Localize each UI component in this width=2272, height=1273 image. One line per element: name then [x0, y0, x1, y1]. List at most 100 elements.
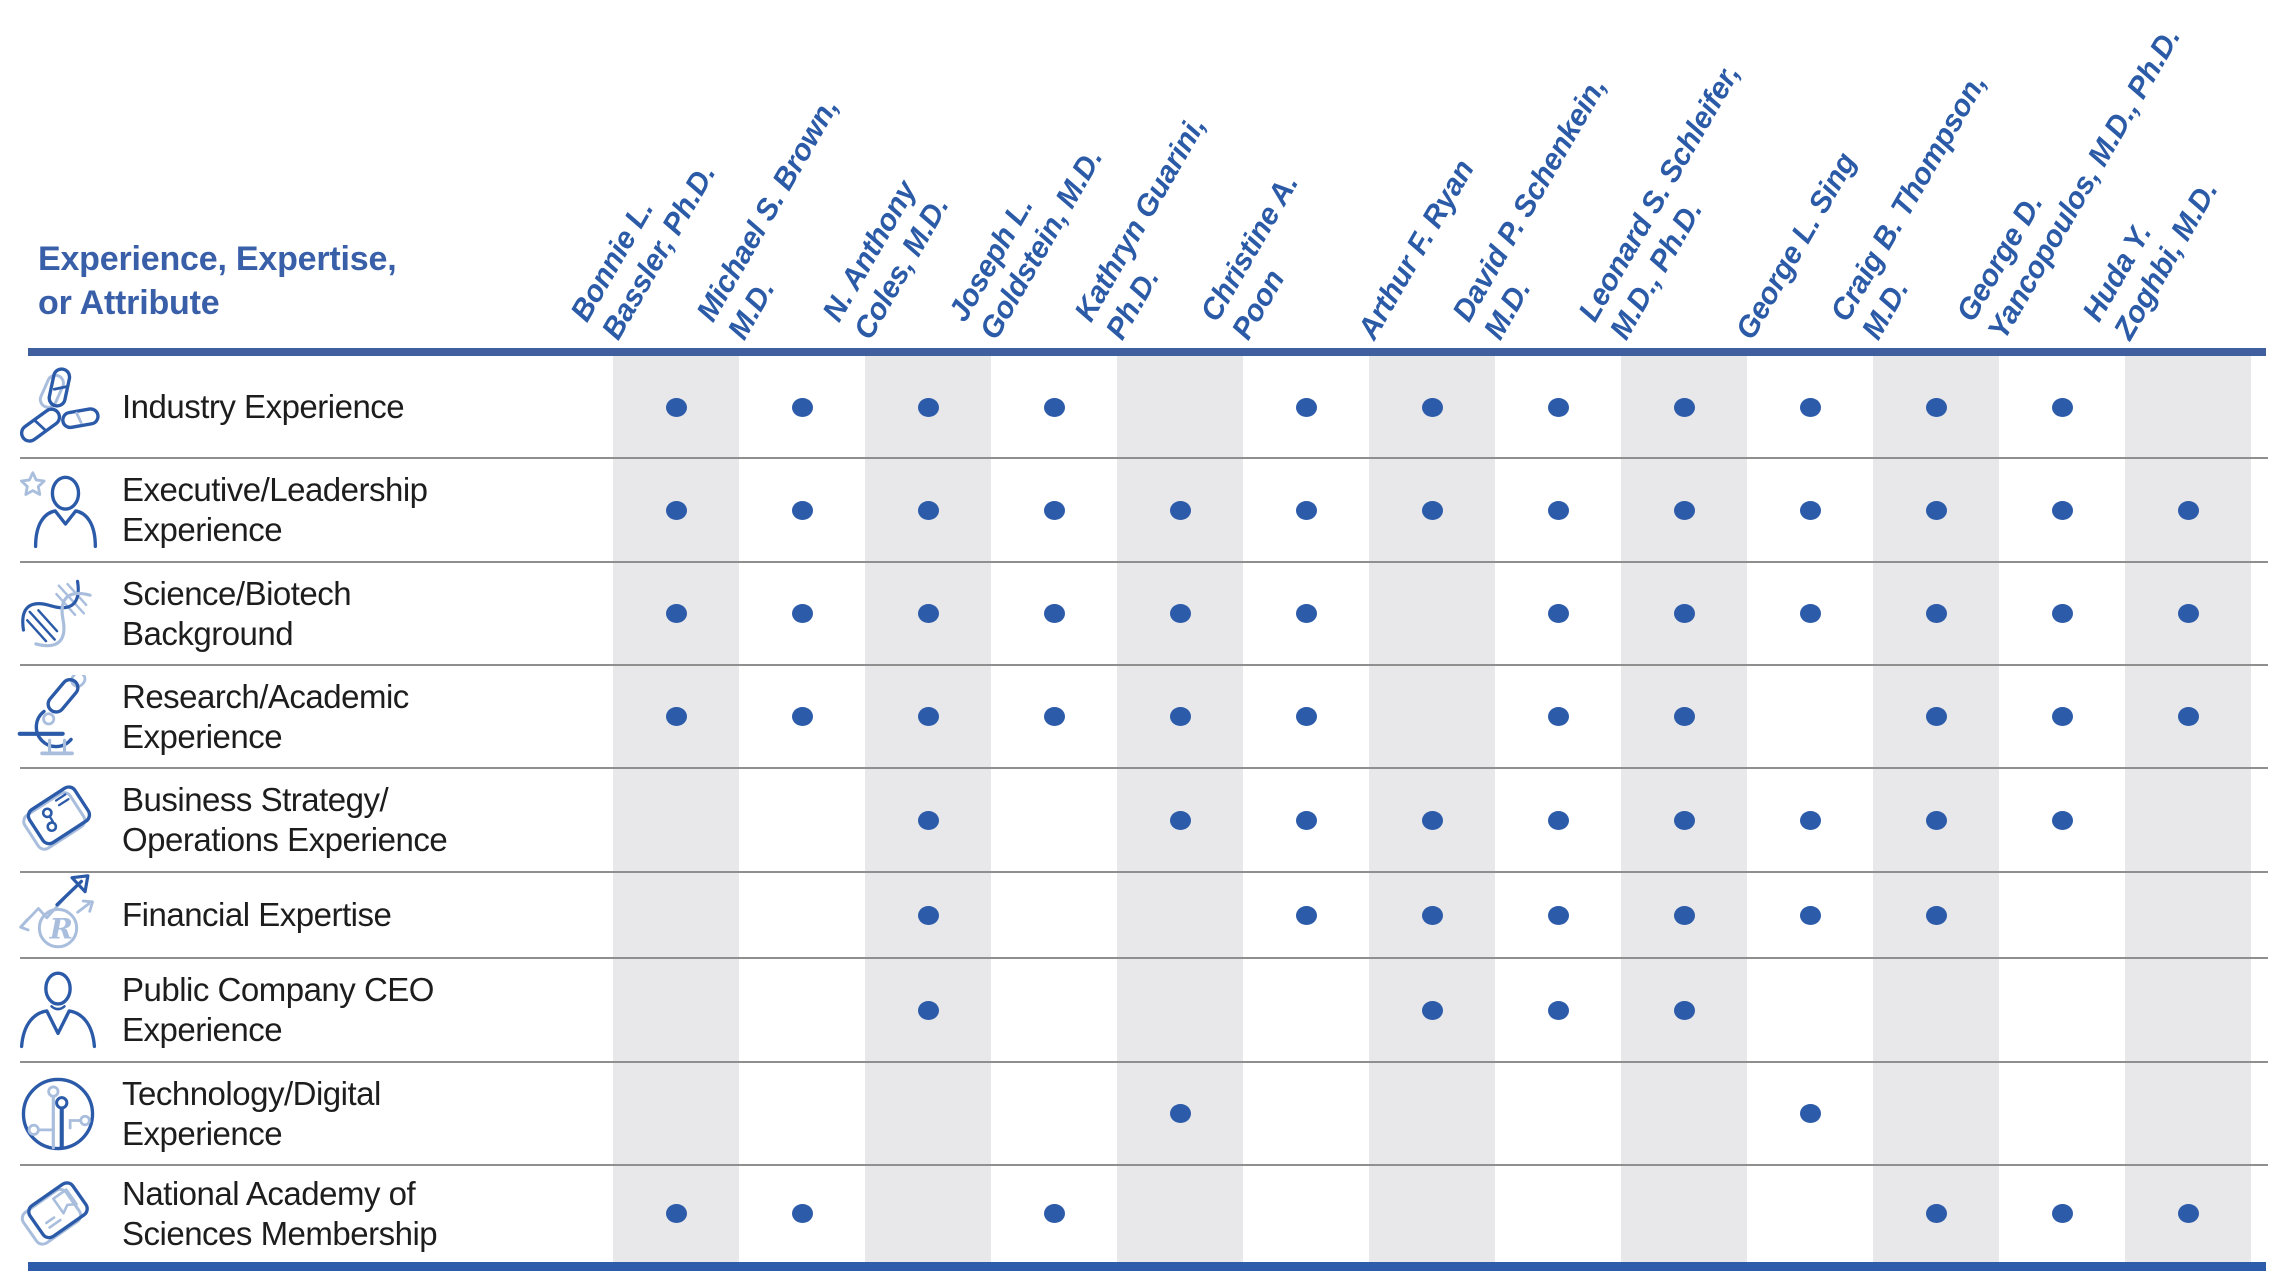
attribute-dot [1547, 500, 1569, 520]
table-title: Experience, Expertise, or Attribute [38, 238, 397, 325]
row-label: Public Company CEO Experience [122, 958, 602, 1062]
attribute-dot [2177, 707, 2199, 726]
technology-icon [16, 1072, 100, 1156]
row-label: National Academy of Sciences Membership [122, 1165, 602, 1262]
row-label-line: Industry Experience [122, 388, 405, 425]
attribute-dot [1799, 810, 1821, 830]
attribute-dot [1673, 1000, 1695, 1020]
attribute-dot [1295, 810, 1317, 830]
attribute-dot [1043, 1204, 1065, 1223]
attribute-dot [1421, 810, 1443, 830]
attribute-dot [1925, 397, 1947, 417]
row-label-line: Experience [122, 717, 283, 755]
attribute-dot [1799, 1104, 1821, 1123]
attribute-dot [1925, 1204, 1947, 1223]
row-label-line: Background [122, 614, 294, 652]
attribute-dot [1673, 707, 1695, 726]
attribute-dot [1043, 707, 1065, 726]
attribute-dot [1925, 604, 1947, 623]
matrix-row: Business Strategy/Operations Experience [0, 768, 2272, 872]
attribute-dot [1169, 707, 1191, 726]
row-label-line: Experience [122, 1114, 283, 1152]
attribute-dot [1169, 604, 1191, 623]
attribute-dot [1295, 707, 1317, 726]
attribute-dot [665, 1204, 687, 1223]
attribute-dot [1925, 500, 1947, 520]
row-label: Industry Experience [122, 356, 602, 458]
attribute-dot [917, 707, 939, 726]
attribute-dot [1547, 604, 1569, 623]
row-label: Research/Academic Experience [122, 665, 602, 768]
row-label-line: Executive/Leadership [122, 471, 428, 508]
financial-icon: R [16, 873, 100, 957]
attribute-dot [2051, 1204, 2073, 1223]
attribute-dot [791, 707, 813, 726]
attribute-dot [1673, 604, 1695, 623]
row-divider [20, 561, 2268, 563]
row-label: Science/Biotech Background [122, 562, 602, 665]
header-rule [28, 348, 2266, 356]
attribute-dot [791, 500, 813, 520]
leadership-icon [16, 468, 100, 552]
row-divider [20, 767, 2268, 769]
row-label-line: Science/Biotech [122, 574, 352, 612]
matrix-row: Research/Academic Experience [0, 665, 2272, 768]
matrix-row: Industry Experience [0, 356, 2272, 458]
attribute-dot [1547, 810, 1569, 830]
strategy-icon [16, 778, 100, 862]
attribute-dot [1673, 397, 1695, 417]
attribute-dot [1421, 905, 1443, 925]
row-label-line: Experience [122, 511, 283, 548]
row-label-line: Experience [122, 1011, 283, 1048]
attribute-dot [1295, 604, 1317, 623]
attribute-dot [1799, 905, 1821, 925]
ceo-icon [16, 968, 100, 1052]
attribute-dot [1169, 810, 1191, 830]
row-label: Executive/Leadership Experience [122, 458, 602, 562]
attribute-dot [1547, 1000, 1569, 1020]
row-divider [20, 1061, 2268, 1063]
row-label-line: Sciences Membership [122, 1214, 438, 1252]
row-label-line: Public Company CEO [122, 971, 434, 1008]
attribute-dot [917, 500, 939, 520]
attribute-dot [917, 905, 939, 925]
row-label-line: Research/Academic [122, 677, 409, 715]
attribute-dot [2051, 707, 2073, 726]
attribute-dot [1547, 397, 1569, 417]
attribute-dot [791, 604, 813, 623]
attribute-dot [2051, 500, 2073, 520]
attribute-dot [1799, 500, 1821, 520]
row-divider [20, 871, 2268, 873]
matrix-row: R Financial Expertise [0, 872, 2272, 958]
attribute-dot [665, 397, 687, 417]
attribute-dot [2177, 500, 2199, 520]
dna-icon [16, 572, 100, 656]
row-label-line: Technology/Digital [122, 1074, 381, 1112]
attribute-dot [1295, 905, 1317, 925]
attribute-dot [2177, 604, 2199, 623]
attribute-dot [1673, 810, 1695, 830]
attribute-dot [917, 1000, 939, 1020]
attribute-dot [2051, 397, 2073, 417]
row-label: Business Strategy/Operations Experience [122, 768, 602, 872]
attribute-dot [1295, 500, 1317, 520]
attribute-dot [665, 500, 687, 520]
antibody-icon [16, 365, 100, 449]
attribute-dot [2177, 1204, 2199, 1223]
attribute-dot [2051, 604, 2073, 623]
attribute-dot [791, 1204, 813, 1223]
attribute-dot [1043, 604, 1065, 623]
attribute-dot [1925, 905, 1947, 925]
attribute-dot [1043, 397, 1065, 417]
attribute-dot [1673, 905, 1695, 925]
attribute-dot [917, 397, 939, 417]
row-divider [20, 957, 2268, 959]
attribute-dot [665, 707, 687, 726]
attribute-dot [1547, 707, 1569, 726]
row-label: Financial Expertise [122, 872, 602, 958]
matrix-row: National Academy of Sciences Membership [0, 1165, 2272, 1262]
table-title-line1: Experience, Expertise, [38, 240, 397, 278]
attribute-dot [1547, 905, 1569, 925]
row-label: Technology/Digital Experience [122, 1062, 602, 1165]
